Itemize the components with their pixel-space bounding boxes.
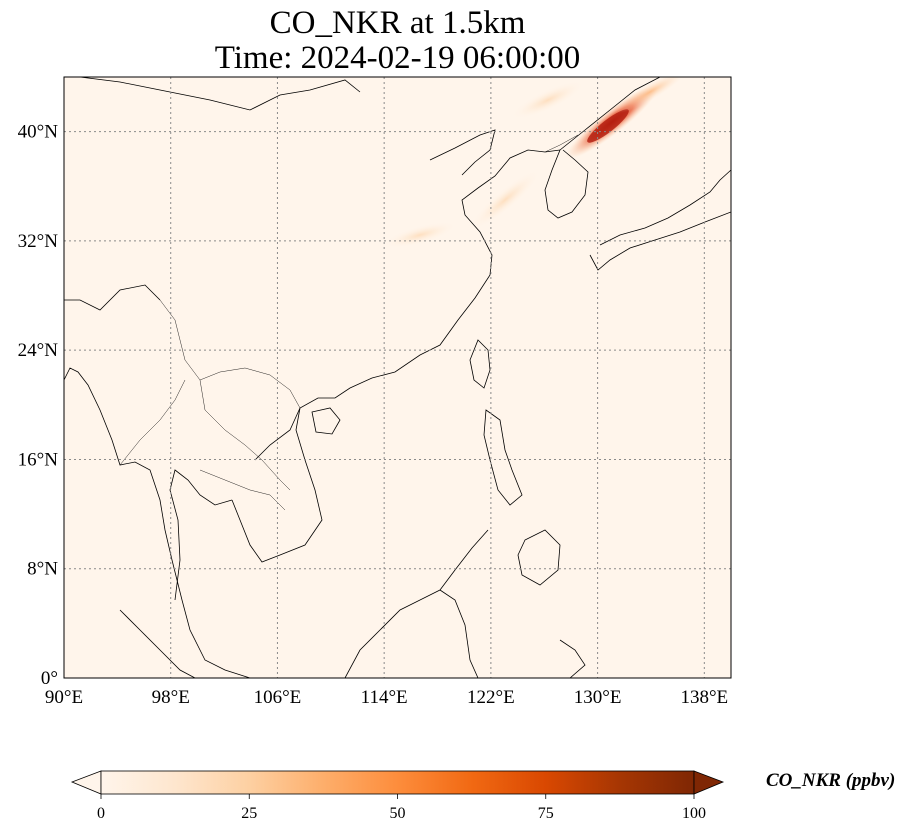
coastline-gulf-thailand xyxy=(169,469,233,601)
lat-tick-label: 16°N xyxy=(18,449,59,470)
lat-tick-labels: 0° 8°N 16°N 24°N 32°N 40°N xyxy=(18,122,59,689)
lon-tick-label: 130°E xyxy=(574,687,622,708)
coastline-russia xyxy=(79,77,361,111)
lat-tick-label: 8°N xyxy=(27,559,58,580)
border-thailand-cambodia xyxy=(199,469,286,511)
lon-tick-label: 122°E xyxy=(467,687,515,708)
map-time: Time: 2024-02-19 06:00:00 xyxy=(214,40,581,76)
border-myanmar-thailand xyxy=(119,379,186,466)
lon-tick-label: 90°E xyxy=(45,687,83,708)
coastline-borneo xyxy=(344,589,479,678)
lon-tick-labels: 90°E 98°E 106°E 114°E 122°E 130°E 138°E xyxy=(45,687,728,708)
lat-tick-label: 0° xyxy=(41,668,58,689)
coastline-bohai xyxy=(429,129,496,176)
co-plume-east-china xyxy=(383,221,457,249)
lat-tick-label: 24°N xyxy=(18,340,59,361)
co-plume-manchuria-core xyxy=(587,109,629,143)
coastline-sumatra xyxy=(119,609,196,678)
lat-tick-label: 40°N xyxy=(18,122,59,143)
map-background xyxy=(64,77,731,678)
lon-tick-label: 138°E xyxy=(680,687,728,708)
coastline-taiwan xyxy=(469,339,491,389)
lat-tick-label: 32°N xyxy=(18,231,59,252)
coastline-manchuria xyxy=(559,77,661,151)
border-north-korea xyxy=(544,134,579,153)
borders xyxy=(119,134,579,511)
coastline-korea xyxy=(544,149,589,219)
coastline-hainan xyxy=(311,407,341,435)
coastline-sulawesi xyxy=(559,639,586,678)
coastline-mindanao xyxy=(517,529,561,586)
co-plume-yellow-sea xyxy=(469,170,541,230)
lon-tick-label: 106°E xyxy=(254,687,302,708)
concentration-field xyxy=(383,77,685,249)
map-frame xyxy=(63,76,732,679)
lon-tick-label: 98°E xyxy=(152,687,190,708)
coastline-japan xyxy=(599,169,731,246)
coastline-vietnam xyxy=(231,407,323,563)
coastline-myanmar-north xyxy=(64,284,161,311)
coastline-luzon xyxy=(483,409,523,506)
gridlines xyxy=(64,77,731,678)
border-china-myanmar xyxy=(159,299,301,409)
co-plume-north xyxy=(511,80,585,120)
co-plume-northeast xyxy=(615,77,685,114)
coastlines xyxy=(64,77,731,678)
coastline-palawan xyxy=(439,529,489,591)
coastline-japan-south xyxy=(589,211,731,271)
lon-tick-label: 114°E xyxy=(361,687,408,708)
border-laos xyxy=(199,379,291,491)
coastline-china xyxy=(64,367,251,678)
coastline-indochina xyxy=(254,149,561,461)
map-title: CO_NKR at 1.5km xyxy=(269,5,526,41)
colorbar-label: CO_NKR (ppbv) xyxy=(766,770,896,791)
